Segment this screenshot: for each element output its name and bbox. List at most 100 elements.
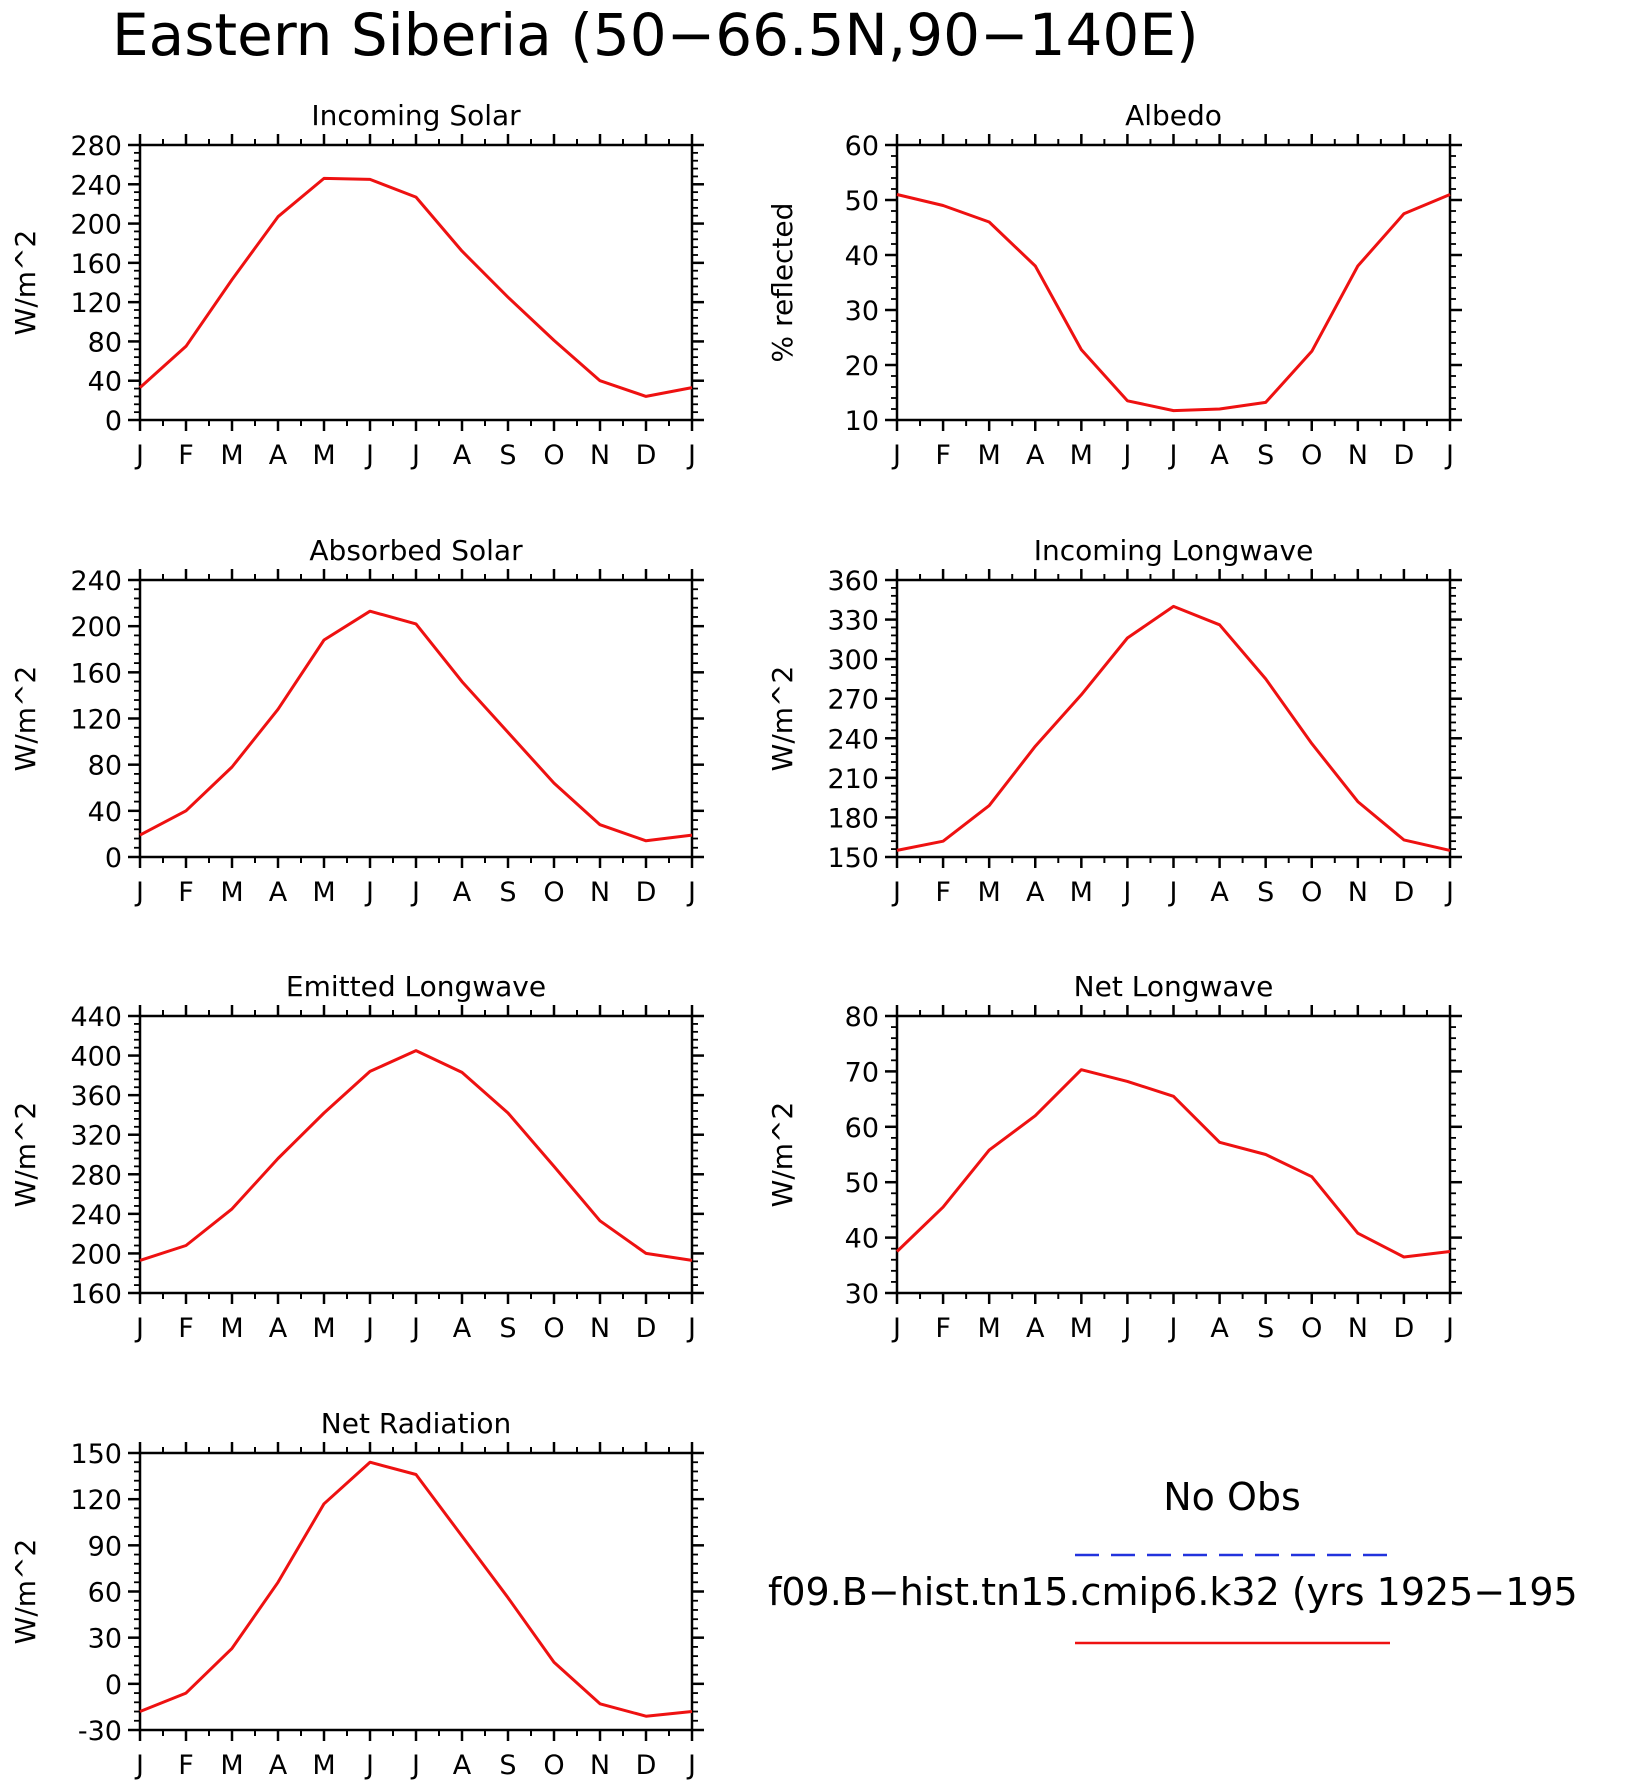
x-tick-label: O <box>543 877 564 908</box>
series-line <box>896 193 1451 413</box>
x-tick-label: J <box>686 1750 696 1781</box>
x-tick-label: O <box>543 1313 564 1344</box>
x-tick-label: M <box>312 1750 335 1781</box>
y-axis-label: W/m^2 <box>9 1539 42 1645</box>
y-tick-label: 400 <box>70 1042 122 1073</box>
x-tick-label: J <box>1121 440 1131 471</box>
x-tick-label: J <box>134 440 144 471</box>
x-tick-label: A <box>1026 440 1045 471</box>
y-axis-label: % reflected <box>766 203 799 363</box>
figure-title: Eastern Siberia (50−66.5N,90−140E) <box>112 1 1199 69</box>
y-tick-label: 40 <box>88 367 122 398</box>
x-tick-label: O <box>543 1750 564 1781</box>
y-tick-label: 160 <box>70 1279 122 1310</box>
x-tick-label: S <box>1257 1313 1274 1344</box>
y-tick-label: 200 <box>70 612 122 643</box>
y-tick-label: 330 <box>827 606 879 637</box>
x-tick-label: J <box>1168 1313 1178 1344</box>
y-tick-label: 160 <box>70 249 122 280</box>
y-tick-label: 200 <box>70 210 122 241</box>
y-tick-label: 120 <box>70 288 122 319</box>
x-tick-label: J <box>410 1750 420 1781</box>
y-axis-label: W/m^2 <box>9 230 42 336</box>
x-tick-label: N <box>590 1750 610 1781</box>
x-tick-label: D <box>636 1313 657 1344</box>
x-tick-label: F <box>178 1313 194 1344</box>
panels: J F M A M J J A S O N D J04080120160200240280Incomin… <box>9 99 1462 1781</box>
y-tick-label: 120 <box>70 1485 122 1516</box>
y-tick-label: 40 <box>845 241 879 272</box>
x-tick-label: J <box>686 877 696 908</box>
y-tick-label: 80 <box>845 1002 879 1033</box>
y-tick-label: 150 <box>827 843 879 874</box>
panel-title: Net Radiation <box>321 1407 511 1440</box>
x-tick-label: N <box>1348 1313 1368 1344</box>
x-tick-label: D <box>636 877 657 908</box>
x-tick-label: J <box>364 440 374 471</box>
x-tick-label: A <box>269 440 288 471</box>
x-tick-label: N <box>1348 440 1368 471</box>
x-tick-label: M <box>220 440 243 471</box>
x-tick-label: A <box>1026 877 1045 908</box>
legend-label-obs: No Obs <box>1163 1475 1301 1519</box>
x-tick-label: J <box>410 1313 420 1344</box>
panel-title: Emitted Longwave <box>286 970 546 1003</box>
plot-frame <box>895 1014 1452 1295</box>
x-tick-label: J <box>891 1313 901 1344</box>
x-tick-label: J <box>891 877 901 908</box>
x-tick-label: D <box>1394 1313 1415 1344</box>
panel-title: Net Longwave <box>1074 970 1274 1003</box>
y-tick-label: 40 <box>88 797 122 828</box>
x-tick-label: M <box>220 1313 243 1344</box>
x-tick-label: O <box>1301 1313 1322 1344</box>
y-tick-label: 360 <box>70 1081 122 1112</box>
panel-emitted-longwave: J F M A M J J A S O N D J160200240280320360400440Emi… <box>9 970 704 1344</box>
panel-title: Incoming Solar <box>311 99 521 132</box>
x-tick-label: J <box>891 440 901 471</box>
x-tick-label: J <box>1444 1313 1454 1344</box>
x-tick-label: J <box>1168 877 1178 908</box>
y-tick-label: 440 <box>70 1002 122 1033</box>
y-tick-label: 60 <box>845 1113 879 1144</box>
y-tick-label: 240 <box>70 566 122 597</box>
x-tick-label: J <box>686 440 696 471</box>
x-tick-label: S <box>1257 877 1274 908</box>
x-tick-label: S <box>499 440 516 471</box>
x-tick-label: F <box>178 877 194 908</box>
y-axis-label: W/m^2 <box>9 666 42 772</box>
x-tick-label: N <box>590 440 610 471</box>
legend-label-model: f09.B−hist.tn15.cmip6.k32 (yrs 1925−195 <box>768 1570 1578 1614</box>
x-tick-label: M <box>312 440 335 471</box>
x-tick-label: A <box>269 1313 288 1344</box>
x-tick-label: D <box>1394 440 1415 471</box>
x-tick-label: M <box>1070 440 1093 471</box>
y-tick-label: 120 <box>70 705 122 736</box>
y-tick-label: 160 <box>70 658 122 689</box>
x-tick-label: O <box>1301 877 1322 908</box>
y-axis-label: W/m^2 <box>766 666 799 772</box>
y-tick-label: 240 <box>70 1200 122 1231</box>
panel-incoming-solar: J F M A M J J A S O N D J04080120160200240280Incomin… <box>9 99 704 471</box>
x-tick-label: N <box>590 877 610 908</box>
y-tick-label: 200 <box>70 1239 122 1270</box>
x-tick-label: F <box>935 1313 951 1344</box>
y-tick-label: 50 <box>845 1168 879 1199</box>
x-tick-label: J <box>364 877 374 908</box>
series-line <box>895 1068 1451 1259</box>
y-tick-label: 30 <box>845 296 879 327</box>
x-tick-label: M <box>220 877 243 908</box>
plot-frame <box>138 578 694 859</box>
panel-title: Incoming Longwave <box>1034 534 1314 567</box>
x-tick-label: A <box>453 1313 472 1344</box>
y-tick-label: 320 <box>70 1121 122 1152</box>
panel-title: Albedo <box>1125 99 1222 132</box>
x-tick-label: M <box>312 877 335 908</box>
y-tick-label: 90 <box>88 1531 122 1562</box>
x-tick-label: J <box>1444 877 1454 908</box>
series-line <box>139 1049 693 1262</box>
y-tick-label: 50 <box>845 186 879 217</box>
